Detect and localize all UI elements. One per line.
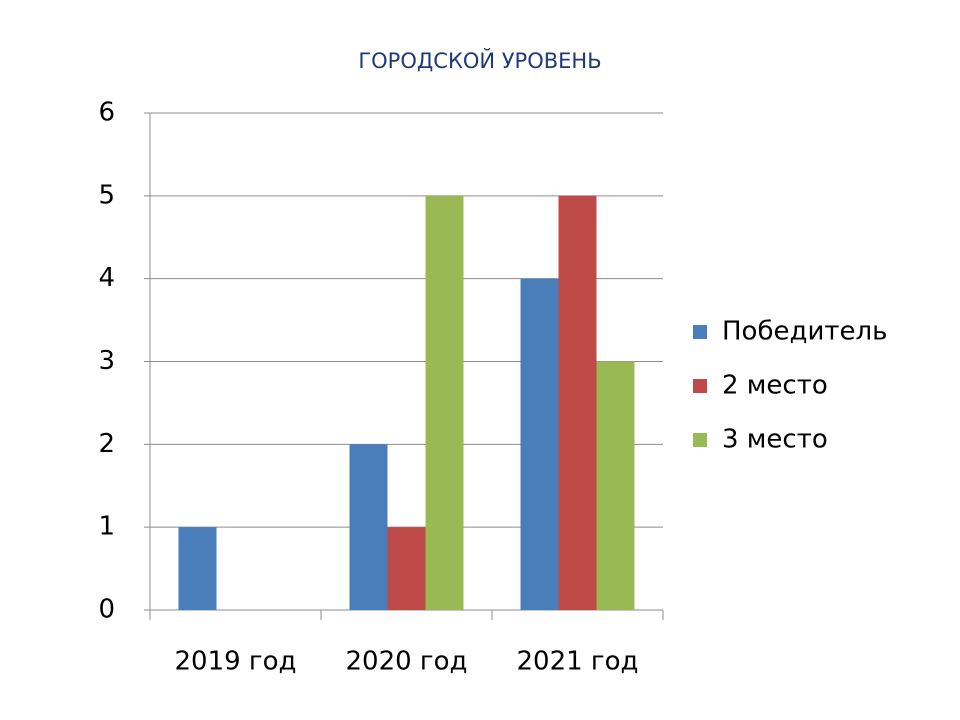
legend-swatch <box>693 325 707 339</box>
bar <box>596 361 635 610</box>
chart-title: ГОРОДСКОЙ УРОВЕНЬ <box>358 48 601 73</box>
bar <box>558 195 597 611</box>
y-tick-label: 4 <box>98 263 115 293</box>
legend-swatch <box>693 379 707 393</box>
y-tick-label: 2 <box>98 429 115 459</box>
bar <box>349 444 388 610</box>
legend-label: 3 место <box>722 425 828 455</box>
y-tick-label: 6 <box>98 98 115 128</box>
y-tick-label: 5 <box>98 180 115 210</box>
bar <box>178 527 217 610</box>
bar <box>520 278 559 610</box>
legend-label: Победитель <box>722 317 887 347</box>
bar <box>387 527 426 610</box>
y-tick-label: 3 <box>98 346 115 376</box>
x-tick-label: 2021 год <box>517 647 639 677</box>
legend-label: 2 место <box>722 371 828 401</box>
legend-swatch <box>693 433 707 447</box>
bar <box>425 195 464 611</box>
x-tick-label: 2020 год <box>346 647 468 677</box>
y-tick-label: 0 <box>98 595 115 625</box>
x-tick-label: 2019 год <box>175 647 297 677</box>
y-tick-label: 1 <box>98 512 115 542</box>
